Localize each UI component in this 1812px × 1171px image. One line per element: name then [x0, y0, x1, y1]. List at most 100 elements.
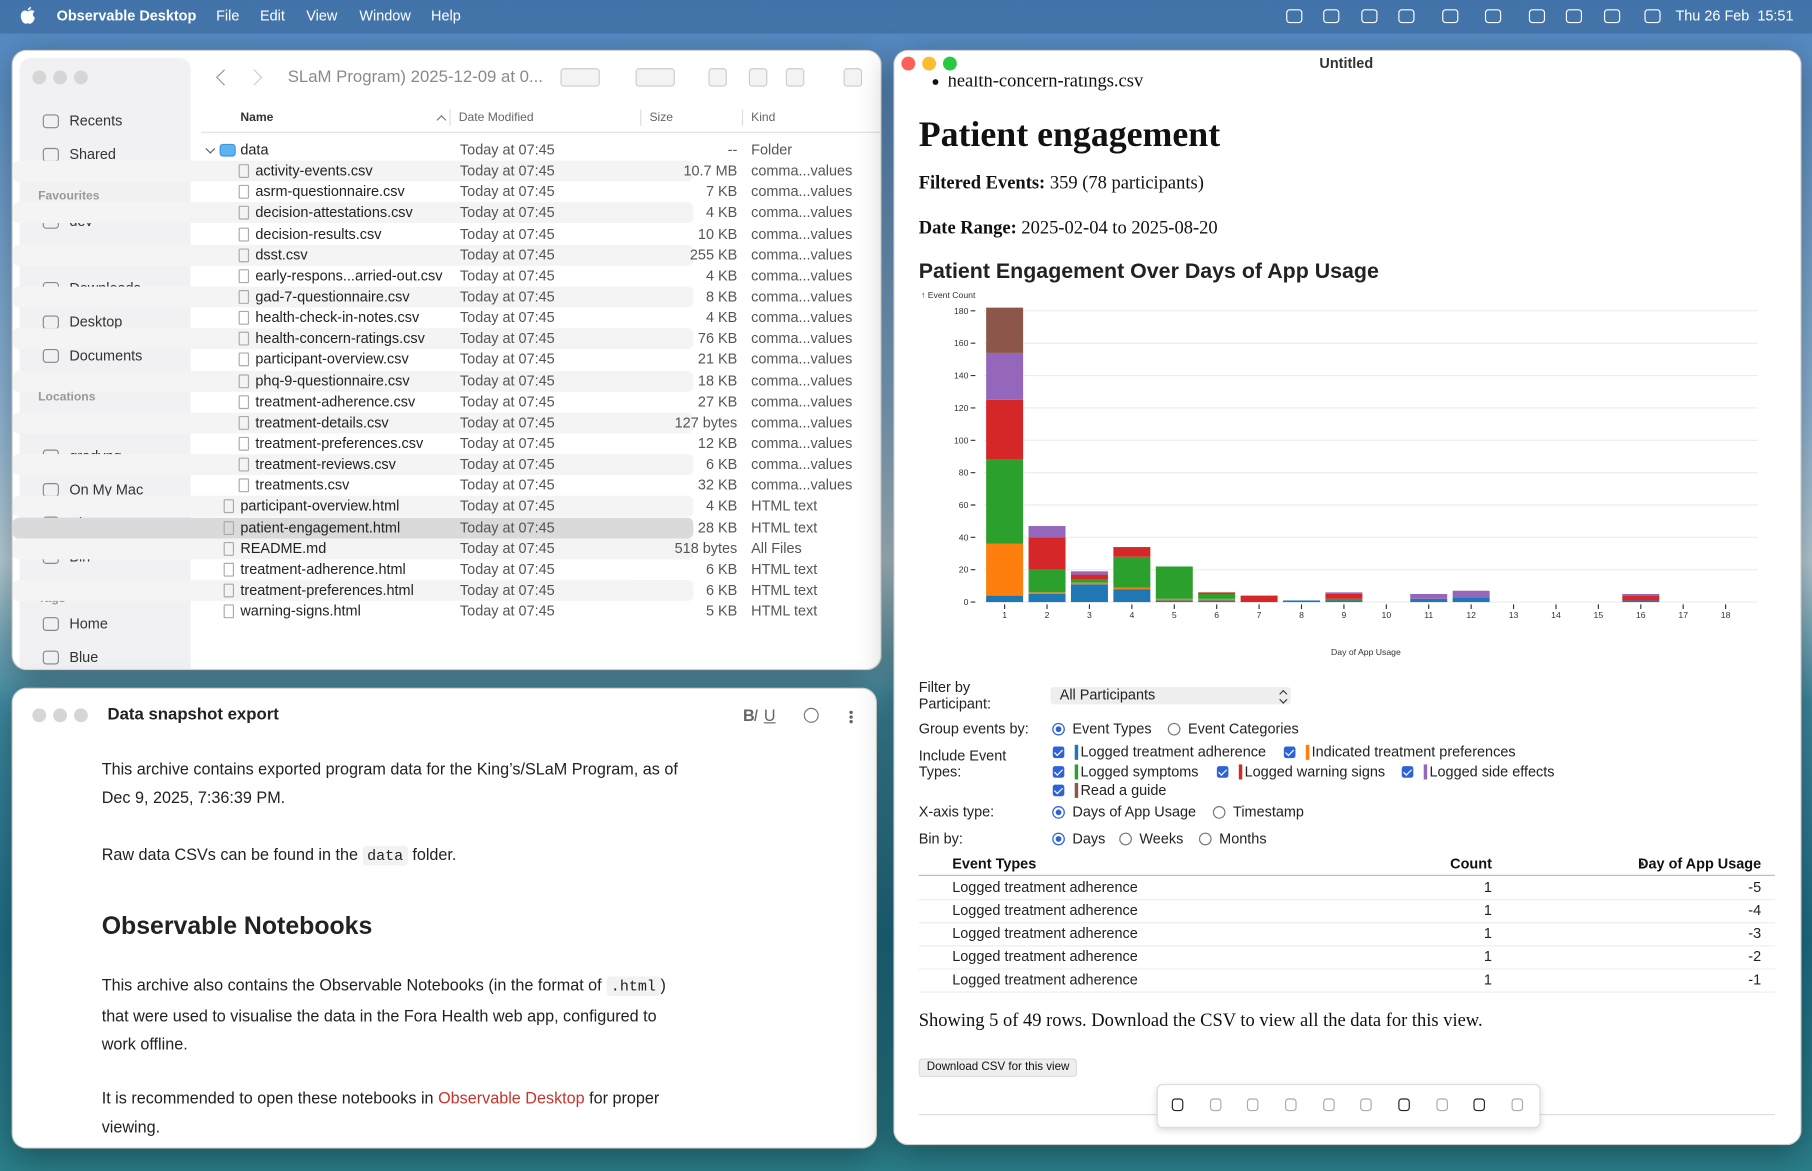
status-icon[interactable]	[1565, 9, 1583, 24]
status-icon[interactable]	[1361, 9, 1378, 24]
sidebar-item[interactable]: Recents	[69, 112, 123, 130]
status-icon[interactable]	[1644, 9, 1661, 24]
checkbox[interactable]	[1401, 766, 1414, 778]
file-name[interactable]: participant-overview.html	[240, 498, 400, 515]
radio-label[interactable]: Event Categories	[1187, 720, 1299, 737]
window-control[interactable]	[53, 70, 68, 85]
status-icon[interactable]	[1528, 9, 1546, 24]
toolbar-button[interactable]	[1511, 1098, 1524, 1112]
toolbar-button[interactable]	[1473, 1098, 1485, 1112]
toolbar-button[interactable]	[1436, 1098, 1448, 1112]
legend-label[interactable]: Logged side effects	[1429, 763, 1555, 780]
file-name[interactable]: treatment-preferences.csv	[255, 435, 424, 452]
window-control[interactable]	[942, 56, 957, 71]
checkbox[interactable]	[1052, 766, 1065, 778]
window-control[interactable]	[73, 708, 88, 723]
file-name[interactable]: treatments.csv	[255, 477, 350, 494]
radio-label[interactable]: Weeks	[1139, 830, 1184, 847]
back-button[interactable]	[216, 69, 233, 86]
window-control[interactable]	[32, 70, 47, 85]
toolbar-button[interactable]	[1246, 1098, 1259, 1112]
checkbox[interactable]	[1216, 766, 1229, 778]
radio[interactable]	[1212, 806, 1226, 819]
file-name[interactable]: patient-engagement.html	[240, 519, 401, 536]
file-name[interactable]: treatment-details.csv	[255, 414, 389, 431]
toolbar-button[interactable]	[1171, 1098, 1184, 1112]
toolbar-button[interactable]	[1323, 1098, 1335, 1112]
sidebar-item[interactable]: Documents	[69, 347, 143, 364]
sidebar-item[interactable]: Blue	[69, 649, 99, 666]
apple-logo[interactable]	[20, 6, 36, 25]
radio-label[interactable]: Months	[1219, 830, 1267, 847]
sidebar-item[interactable]: Desktop	[69, 314, 123, 331]
status-icon[interactable]	[1603, 9, 1621, 24]
toolbar-button[interactable]	[635, 68, 675, 87]
toolbar-button[interactable]	[748, 68, 768, 87]
more-button[interactable]	[849, 715, 853, 719]
file-name[interactable]: data	[240, 141, 269, 159]
table-header[interactable]: Count	[1450, 856, 1492, 873]
file-name[interactable]: phq-9-questionnaire.csv	[255, 372, 410, 389]
column-header[interactable]: Kind	[751, 110, 776, 125]
menu-item[interactable]: Help	[431, 7, 461, 24]
window-control[interactable]	[73, 70, 88, 85]
status-icon[interactable]	[1442, 9, 1459, 24]
toolbar-button[interactable]	[708, 68, 727, 87]
radio[interactable]	[1052, 806, 1065, 819]
window-control[interactable]	[53, 708, 68, 723]
file-name[interactable]: health-concern-ratings.csv	[255, 330, 425, 347]
toolbar-button[interactable]	[560, 68, 600, 87]
file-name[interactable]: treatment-adherence.html	[240, 561, 406, 578]
forward-button[interactable]	[246, 69, 263, 86]
format-button[interactable]: I	[753, 706, 758, 725]
legend-label[interactable]: Read a guide	[1080, 782, 1167, 799]
file-name[interactable]: treatment-adherence.csv	[255, 393, 416, 410]
sidebar-item[interactable]: On My Mac	[69, 481, 144, 498]
file-name[interactable]: asrm-questionnaire.csv	[255, 183, 405, 200]
radio-label[interactable]: Event Types	[1072, 720, 1152, 737]
file-name[interactable]: warning-signs.html	[240, 603, 361, 620]
file-name[interactable]: health-check-in-notes.csv	[255, 309, 420, 326]
toolbar-button[interactable]	[1285, 1098, 1297, 1112]
radio-label[interactable]: Days of App Usage	[1072, 804, 1197, 821]
legend-label[interactable]: Logged warning signs	[1244, 763, 1386, 780]
column-header[interactable]: Date Modified	[458, 110, 534, 125]
toolbar-button[interactable]	[843, 68, 863, 87]
status-icon[interactable]	[1286, 9, 1303, 24]
window-control[interactable]	[32, 708, 47, 723]
toolbar-button[interactable]	[785, 68, 805, 87]
format-button[interactable]: U	[763, 706, 776, 725]
sidebar-item[interactable]: Home	[69, 615, 108, 632]
radio[interactable]	[1198, 832, 1212, 846]
more-button[interactable]	[849, 710, 853, 715]
app-name[interactable]: Observable Desktop	[56, 7, 197, 24]
status-icon[interactable]	[1323, 9, 1340, 24]
disclosure[interactable]	[205, 143, 216, 154]
radio[interactable]	[1167, 722, 1181, 736]
legend-label[interactable]: Logged treatment adherence	[1080, 743, 1267, 761]
table-header[interactable]: Event Types	[952, 856, 1037, 873]
file-name[interactable]: early-respons...arried-out.csv	[255, 267, 443, 284]
menu-item[interactable]: View	[306, 7, 338, 24]
clock[interactable]: Thu 26 Feb 15:51	[1675, 7, 1794, 24]
menu-item[interactable]: Edit	[260, 7, 285, 24]
table-header[interactable]: Day of App Usage	[1638, 856, 1762, 873]
file-name[interactable]: README.md	[240, 540, 327, 557]
file-name[interactable]: treatment-reviews.csv	[255, 456, 396, 473]
file-name[interactable]: decision-results.csv	[255, 225, 382, 242]
toolbar-button[interactable]	[1360, 1098, 1372, 1112]
format-button[interactable]: B	[743, 706, 755, 725]
more-button[interactable]	[849, 719, 853, 724]
column-header[interactable]: Size	[649, 110, 674, 125]
menu-item[interactable]: File	[216, 7, 240, 24]
radio-label[interactable]: Days	[1072, 830, 1106, 847]
file-name[interactable]: decision-attestations.csv	[255, 204, 413, 221]
sidebar-item[interactable]: Shared	[69, 146, 116, 163]
radio[interactable]	[1052, 832, 1065, 846]
legend-label[interactable]: Logged symptoms	[1080, 763, 1199, 780]
toolbar-button[interactable]	[1398, 1098, 1410, 1112]
window-control[interactable]	[922, 56, 937, 71]
radio-label[interactable]: Timestamp	[1233, 804, 1304, 821]
menu-item[interactable]: Window	[359, 7, 411, 24]
checkbox[interactable]	[1283, 746, 1296, 759]
